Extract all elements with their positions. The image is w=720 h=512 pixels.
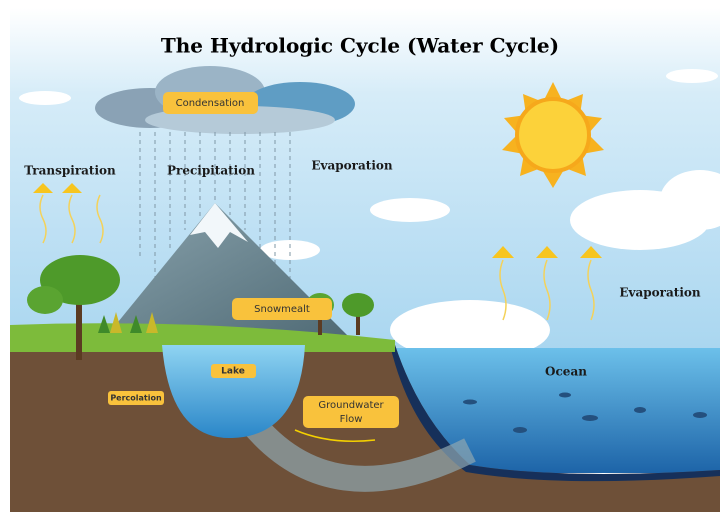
diagram: The Hydrologic Cycle (Water Cycle) Conde… (0, 0, 720, 512)
label: Precipitation (167, 164, 255, 178)
label: Lake (221, 367, 245, 377)
title: The Hydrologic Cycle (Water Cycle) (161, 34, 559, 58)
label: Condensation (176, 98, 245, 109)
label: Evaporation (619, 286, 700, 300)
label: Snowmealt (254, 304, 310, 315)
label: Evaporation (311, 159, 392, 173)
label: Flow (340, 414, 363, 425)
page: {"title": "The Hydrologic Cycle (Water C… (0, 0, 720, 512)
label: Percolation (110, 394, 162, 403)
label: Groundwater (318, 400, 384, 411)
label: Transpiration (24, 164, 116, 178)
label: Ocean (545, 365, 587, 379)
